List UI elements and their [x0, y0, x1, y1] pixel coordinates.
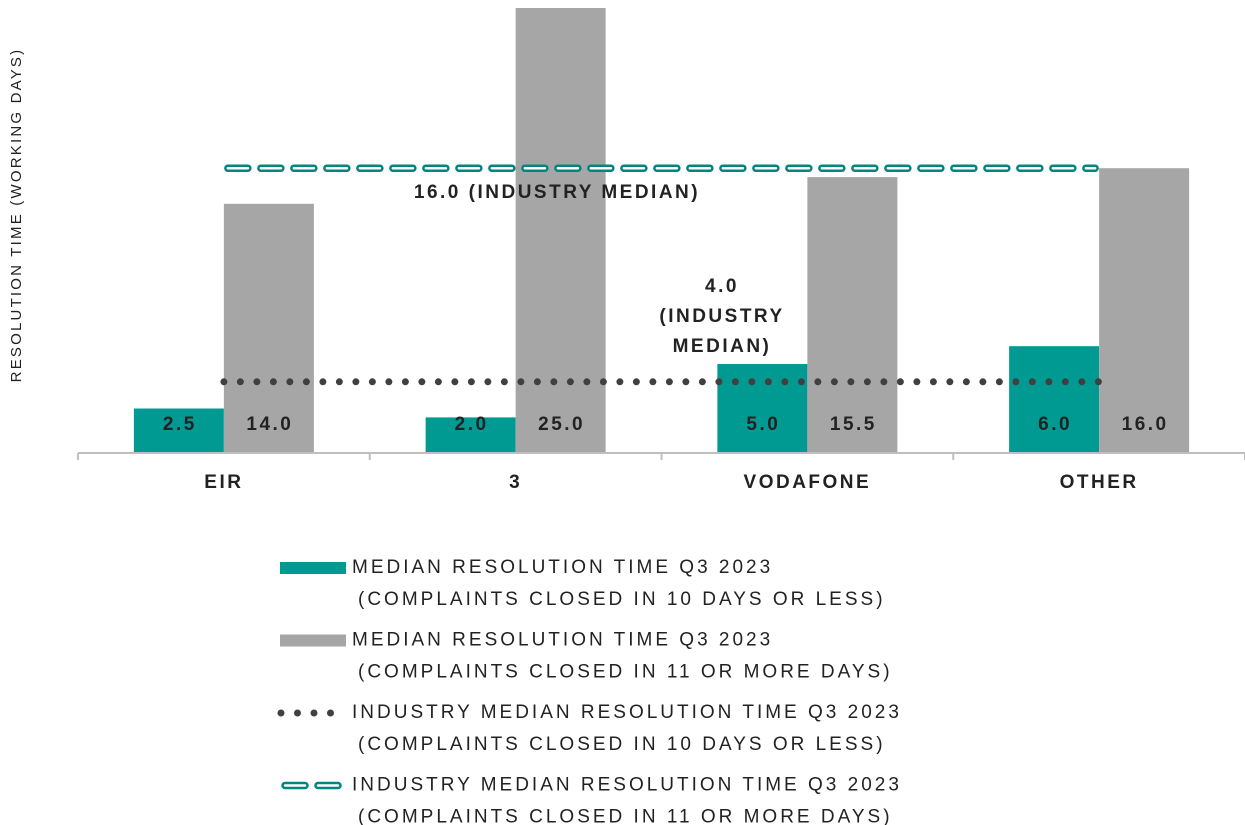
- text-line: MEDIAN RESOLUTION TIME Q3 2023: [352, 557, 773, 578]
- data-label: 16.0: [1122, 414, 1169, 435]
- annotation: 4.0 (INDUSTRY MEDIAN): [659, 276, 784, 357]
- x-tick-label: 3: [509, 472, 522, 493]
- legend-marker: [280, 562, 346, 574]
- bar: [515, 8, 606, 453]
- data-label: 15.5: [830, 414, 877, 435]
- bar: [1099, 168, 1190, 453]
- bar: [223, 203, 314, 453]
- data-label: 2.5: [163, 414, 197, 435]
- data-label: 5.0: [746, 414, 780, 435]
- data-label: 25.0: [538, 414, 585, 435]
- text-line: (INDUSTRY: [659, 306, 784, 327]
- bar: [133, 408, 224, 453]
- data-label: 6.0: [1038, 414, 1072, 435]
- bar: [717, 364, 808, 453]
- text-line: INDUSTRY MEDIAN RESOLUTION TIME Q3 2023: [352, 702, 902, 723]
- text-line: (COMPLAINTS CLOSED IN 11 OR MORE DAYS): [358, 807, 893, 825]
- text-line: (COMPLAINTS CLOSED IN 11 OR MORE DAYS): [358, 662, 893, 683]
- data-label: 14.0: [246, 414, 293, 435]
- legend-label: MEDIAN RESOLUTION TIME Q3 2023 (COMPLAINT…: [352, 557, 886, 610]
- data-label: 2.0: [455, 414, 489, 435]
- text-line: 4.0: [705, 276, 739, 297]
- annotation: 16.0 (INDUSTRY MEDIAN): [414, 182, 700, 203]
- x-tick-label: EIR: [204, 472, 243, 493]
- text-line: INDUSTRY MEDIAN RESOLUTION TIME Q3 2023: [352, 775, 902, 796]
- text-line: MEDIAN RESOLUTION TIME Q3 2023: [352, 630, 773, 651]
- legend-label: INDUSTRY MEDIAN RESOLUTION TIME Q3 2023 (…: [352, 775, 902, 825]
- legend-marker: [280, 634, 346, 647]
- bar: [807, 177, 898, 453]
- bar: [425, 417, 516, 453]
- x-tick-label: OTHER: [1060, 472, 1139, 493]
- text-line: MEDIAN): [673, 336, 772, 357]
- text-line: (COMPLAINTS CLOSED IN 10 DAYS OR LESS): [358, 734, 886, 755]
- legend-label: MEDIAN RESOLUTION TIME Q3 2023 (COMPLAINT…: [352, 630, 893, 683]
- y-axis-label: RESOLUTION TIME (WORKING DAYS): [8, 48, 25, 383]
- x-tick-label: VODAFONE: [744, 472, 872, 493]
- legend-label: INDUSTRY MEDIAN RESOLUTION TIME Q3 2023 (…: [352, 702, 902, 755]
- text-line: (COMPLAINTS CLOSED IN 10 DAYS OR LESS): [358, 589, 886, 610]
- bar: [1009, 346, 1100, 453]
